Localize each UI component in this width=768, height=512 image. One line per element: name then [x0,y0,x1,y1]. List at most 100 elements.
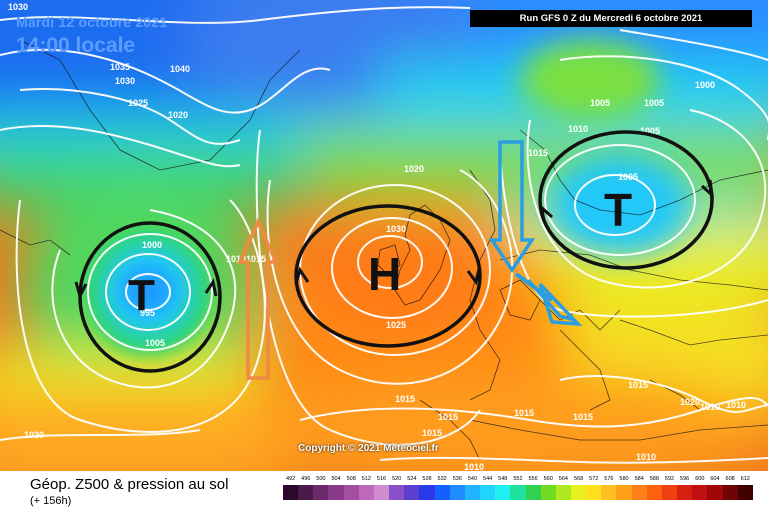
scale-swatch [464,485,481,500]
scale-swatch [646,485,662,500]
weather-map: 1030 1035 1030 1040 1025 1020 1000 995 1… [0,0,768,471]
isobar-label: 1010 [726,400,746,410]
run-info: Run GFS 0 Z du Mercredi 6 octobre 2021 [470,10,752,27]
isobar-label: 1015 [628,380,648,390]
scale-swatch [495,485,511,500]
forecast-horizon: (+ 156h) [30,495,72,507]
isobar-label: 1030 [386,224,406,234]
scale-label: 592 [664,476,675,482]
scale-swatch [434,485,450,500]
isobar-label: 1010 [636,452,656,462]
scale-swatch [540,485,556,500]
scale-swatch [661,485,678,500]
scale-label: 496 [301,476,311,482]
scale-swatch [555,485,571,500]
scale-swatch [692,485,708,500]
scale-swatch [480,485,496,500]
isobar-label: 1015 [573,412,593,422]
isobar-label: 995 [140,308,155,318]
isobar-label: 1040 [170,64,190,74]
isobar-label: 1015 [514,408,534,418]
northerly-flow-arrow [488,140,583,327]
scale-swatch [283,485,299,500]
isobar-label: 1030 [115,76,135,86]
scale-swatch [389,485,405,500]
scale-label: 508 [346,476,356,482]
scale-swatch [707,485,723,500]
scale-swatch [328,485,344,500]
scale-label: 612 [740,476,750,482]
color-scale-labels: 492 496 500 504 508 512 516 520 524 528 532 536 540 5… [283,476,753,482]
scale-swatch [616,485,632,500]
scale-label: 512 [361,476,371,482]
scale-label: 520 [392,476,402,482]
scale-label: 584 [634,476,644,482]
scale-label: 568 [573,476,584,482]
scale-swatch [586,485,602,500]
isobar-label: 1015 [422,428,442,438]
legend-footer: Géop. Z500 & pression au sol (+ 156h) 49… [0,471,768,512]
isobar-label: 1020 [404,164,424,174]
isobar-label: 1020 [168,110,188,120]
isobar-label: 1035 [110,62,130,72]
scale-label: 572 [589,476,599,482]
isobar-label: 1010 [464,462,484,471]
scale-label: 596 [680,476,690,482]
color-scale-swatches [283,485,753,500]
low-pressure-east: T [538,130,715,270]
scale-label: 552 [513,476,523,482]
scale-label: 604 [710,476,720,482]
scale-label: 528 [422,476,432,482]
scale-label: 576 [604,476,614,482]
scale-label: 504 [331,476,341,482]
scale-label: 492 [285,476,296,482]
system-letter: H [368,248,401,300]
scale-swatch [298,485,314,500]
isobars [0,6,768,464]
isobar-label: 1015 [528,148,548,158]
scale-swatch [631,485,647,500]
isobar-label: 1005 [640,126,660,136]
isobar-label: 1010 [568,124,588,134]
isobar-label: 1015 [395,394,415,404]
isobar-label: 1005 [644,98,664,108]
copyright: Copyright © 2021 Meteociel.fr [298,443,439,454]
scale-swatch [419,485,435,500]
map-canvas: 1030 1035 1030 1040 1025 1020 1000 995 1… [0,0,768,471]
scale-swatch [722,485,738,500]
scale-label: 560 [543,476,553,482]
scale-swatch [737,485,753,500]
high-pressure: H [294,204,482,348]
isobar-label: 1005 [618,172,638,182]
isobar-label: 1015 [246,254,266,264]
color-scale: 492 496 500 504 508 512 516 520 524 528 532 536 540 5… [283,476,753,500]
isobar-label: 1005 [590,98,610,108]
scale-label: 556 [528,476,538,482]
scale-swatch [570,485,587,500]
scale-label: 580 [619,476,629,482]
scale-label: 588 [649,476,659,482]
isobar-label: 1020 [24,430,44,440]
valid-time: 14:00 locale [16,34,136,57]
valid-date: Mardi 12 octobre 2021 [16,14,168,30]
scale-label: 532 [437,476,447,482]
system-letter: T [604,184,632,236]
isobar-label: 1010 [226,254,246,264]
isobar-labels: 1030 1035 1030 1040 1025 1020 1000 995 1… [8,2,746,471]
isobar-label: 1025 [386,320,406,330]
scale-swatch [510,485,526,500]
scale-label: 608 [725,476,735,482]
scale-swatch [343,485,359,500]
isobar-label: 1015 [438,412,458,422]
scale-label: 600 [695,476,705,482]
system-letter: T [128,271,155,320]
isobar-label: 1000 [142,240,162,250]
isobar-label: 1030 [8,2,28,12]
coastlines [0,39,768,461]
scale-label: 548 [498,476,508,482]
isobar-label: 1000 [695,80,715,90]
scale-swatch [449,485,465,500]
isobar-label: 1025 [128,98,148,108]
southerly-flow-arrow [237,217,279,380]
scale-swatch [373,485,390,500]
